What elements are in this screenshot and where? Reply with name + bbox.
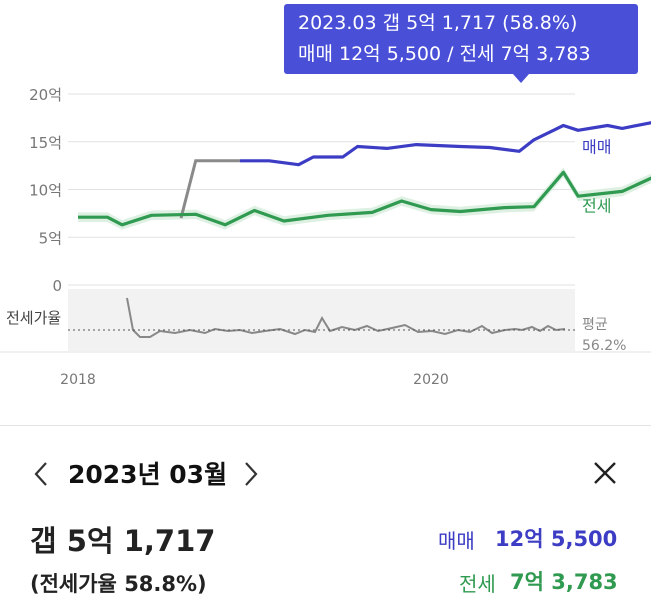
sale-series-pre-line: [179, 159, 240, 219]
panel-divider: [0, 425, 651, 426]
y-tick-label: 20억: [29, 86, 62, 104]
close-button[interactable]: [588, 456, 622, 490]
close-icon: [594, 462, 616, 484]
sale-value: 12억 5,500: [495, 527, 618, 551]
x-tick-label: 2018: [60, 372, 96, 388]
chevron-left-icon: [34, 462, 47, 486]
tooltip-line-1: 2023.03 갭 5억 1,717 (58.8%): [298, 12, 578, 34]
sale-series-label: 매매: [582, 138, 611, 157]
ratio-average-value: 56.2%: [582, 338, 626, 354]
jeonse-series-line: [78, 170, 651, 227]
jeonse-series-label: 전세: [582, 197, 611, 216]
prev-month-button[interactable]: [26, 458, 56, 490]
jeonse-value: 7억 3,783: [510, 570, 618, 594]
x-tick-label: 2020: [413, 372, 449, 388]
jeonse-label: 전세: [459, 572, 496, 596]
sale-series-line: [239, 121, 651, 167]
gap-amount: 갭 5억 1,717: [30, 524, 216, 558]
ratio-average-label: 평균: [582, 317, 608, 333]
selected-month: 2023년 03월: [68, 460, 228, 489]
chevron-right-icon: [245, 462, 258, 486]
sale-label: 매매: [438, 529, 475, 553]
jeonse-range-band: [78, 167, 651, 230]
y-tick-label: 15억: [29, 134, 62, 152]
next-month-button[interactable]: [236, 458, 266, 490]
y-tick-label: 10억: [29, 182, 62, 200]
tooltip-arrow: [513, 74, 529, 83]
jeonse-ratio: (전세가율 58.8%): [30, 572, 207, 596]
price-chart[interactable]: 20억15억10억5억0201820202022매매전세전세가율평균56.2%: [0, 0, 651, 425]
y-tick-label: 0: [52, 277, 62, 295]
y-tick-label: 5억: [39, 229, 62, 247]
chart-tooltip: 2023.03 갭 5억 1,717 (58.8%) 매매 12억 5,500 …: [284, 4, 638, 74]
tooltip-line-2: 매매 12억 5,500 / 전세 7억 3,783: [298, 43, 591, 65]
ratio-label: 전세가율: [6, 309, 61, 327]
price-chart-svg[interactable]: 20억15억10억5억0201820202022매매전세전세가율평균56.2%: [0, 0, 651, 425]
